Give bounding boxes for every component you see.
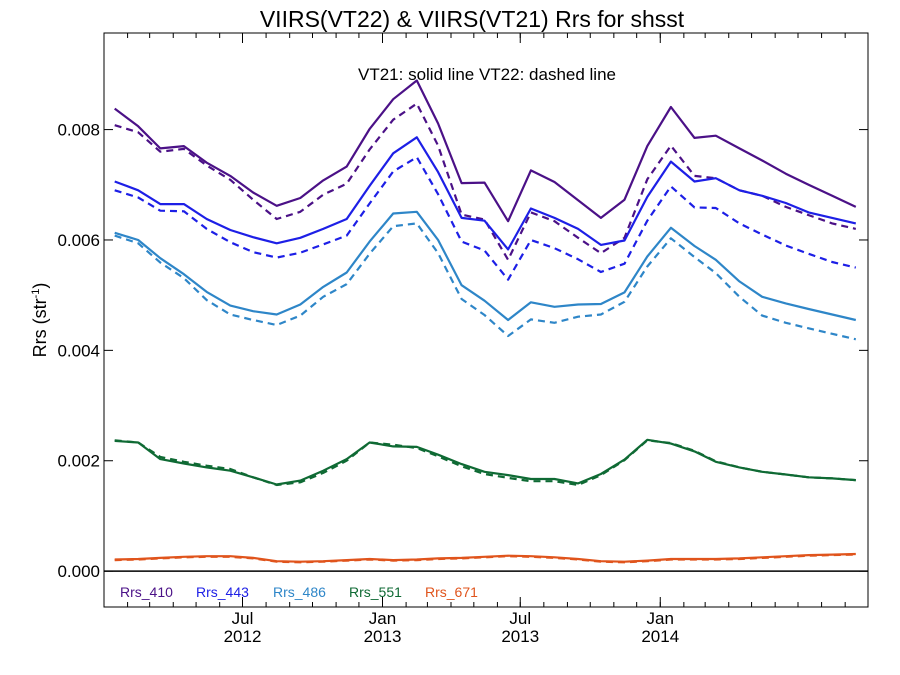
x-tick-label-year: 2014 xyxy=(641,627,679,646)
series-line-rrs-443-solid xyxy=(114,136,857,251)
y-tick-label: 0.000 xyxy=(57,562,100,581)
y-tick-label: 0.004 xyxy=(57,341,100,360)
x-tick-label-month: Jul xyxy=(509,609,531,628)
series-line-rrs-410-dashed xyxy=(114,102,857,261)
chart-title: VIIRS(VT22) & VIIRS(VT21) Rrs for shsst xyxy=(260,6,685,32)
x-tick-label-year: 2013 xyxy=(501,627,539,646)
series-line-rrs-551-solid xyxy=(114,438,856,486)
x-tick-label-year: 2012 xyxy=(224,627,262,646)
y-tick-label: 0.002 xyxy=(57,452,100,471)
legend-item-rrs-671: Rrs_671 xyxy=(425,584,478,600)
y-tick-label: 0.008 xyxy=(57,121,100,140)
series-line-rrs-443-dashed xyxy=(114,156,857,281)
series-line-rrs-551-dashed xyxy=(114,439,856,487)
y-tick-label: 0.006 xyxy=(57,231,100,250)
series-layer xyxy=(114,79,857,564)
legend-item-rrs-486: Rrs_486 xyxy=(273,584,326,600)
legend-item-rrs-410: Rrs_410 xyxy=(120,584,173,600)
chart-subtitle: VT21: solid line VT22: dashed line xyxy=(358,65,616,84)
axes-layer: 0.0000.0020.0040.0060.008Jul2012Jan2013J… xyxy=(57,33,868,646)
legend: Rrs_410 Rrs_443 Rrs_486 Rrs_551 Rrs_671 xyxy=(120,584,478,600)
x-tick-label-month: Jan xyxy=(369,609,396,628)
legend-item-rrs-551: Rrs_551 xyxy=(349,584,402,600)
legend-item-rrs-443: Rrs_443 xyxy=(196,584,249,600)
series-line-rrs-410-solid xyxy=(114,79,857,223)
x-tick-label-month: Jan xyxy=(647,609,674,628)
series-line-rrs-486-solid xyxy=(114,210,857,322)
x-tick-label-month: Jul xyxy=(232,609,254,628)
series-line-rrs-486-dashed xyxy=(114,222,857,341)
x-tick-label-year: 2013 xyxy=(364,627,402,646)
series-line-rrs-671-dashed xyxy=(114,553,856,564)
y-axis-label: Rrs (str-1) xyxy=(30,283,50,358)
plot-frame xyxy=(103,32,869,608)
